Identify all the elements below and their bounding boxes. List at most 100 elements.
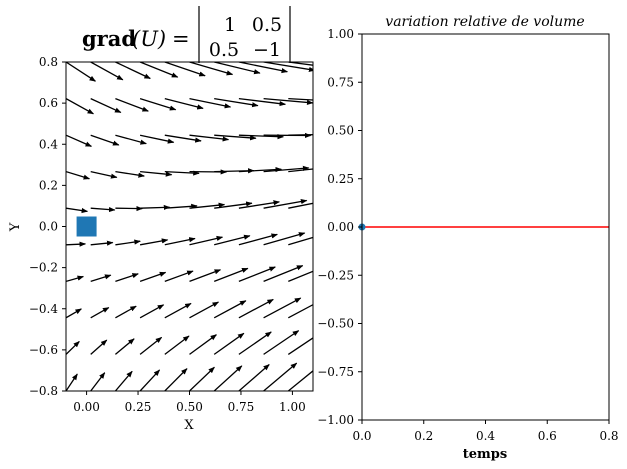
quiver-arrow [214, 62, 261, 75]
quiver-arrow [213, 332, 245, 355]
y-tick-label: −1.00 [317, 413, 354, 427]
y-tick-label: 0.25 [327, 172, 354, 186]
quiver-arrow [189, 366, 215, 391]
quiver-arrow [214, 234, 251, 246]
quiver-arrow [139, 336, 163, 355]
quiver-arrow [263, 330, 300, 355]
left-xlabel: X [184, 418, 194, 433]
quiver-arrow [115, 239, 141, 246]
left-axes-frame [65, 61, 314, 392]
x-tick-label: 0.0 [352, 429, 371, 443]
quiver-arrow [214, 134, 257, 141]
quiver-arrow [115, 97, 149, 112]
quiver-arrow [90, 339, 108, 355]
quiver-arrow [139, 304, 165, 319]
quiver-arrow [238, 364, 270, 391]
quiver-arrow [238, 200, 280, 209]
quiver-arrow [140, 170, 173, 177]
title-eq: = [172, 27, 190, 51]
x-tick-label: 0.4 [476, 429, 495, 443]
quiver-arrow [90, 372, 106, 391]
quiver-arrow [288, 270, 313, 283]
quiver-arrow [214, 97, 259, 108]
right-axis-ticks: 0.0 0.2 0.4 0.6 0.8 1.00 0.75 0.50 0.25 0.00 −0.25… [317, 27, 618, 443]
left-axis-ticks: 0.00 0.25 0.50 0.75 1.00 0.8 0.6 0.4 0.2 0.0 −0.2 −… [29, 55, 306, 414]
quiver-arrow [90, 274, 112, 283]
quiver-arrow [213, 365, 243, 391]
quiver-arrow [263, 62, 313, 72]
quiver-arrow [66, 241, 87, 247]
quiver-arrow [189, 202, 226, 209]
quiver-arrow [263, 297, 302, 319]
y-tick-label: 0.8 [39, 55, 58, 69]
quiver-arrow [288, 134, 313, 136]
matrix-a22: −1 [253, 39, 281, 61]
quiver-arrow [287, 370, 313, 391]
quiver-arrow [288, 202, 313, 209]
quiver-arrow [312, 98, 313, 100]
quiver-arrow [139, 62, 179, 78]
right-title: variation relative de volume [385, 14, 584, 30]
quiver-arrow [288, 62, 313, 66]
quiver-arrow [164, 97, 204, 110]
quiver-arrow [66, 275, 84, 283]
quiver-arrow [312, 207, 313, 209]
quiver-field [66, 62, 313, 391]
quiver-arrow [238, 266, 276, 283]
quiver-arrow [164, 170, 200, 176]
matrix-a12: 0.5 [252, 14, 282, 36]
quiver-arrow [312, 62, 313, 63]
quiver-arrow [263, 165, 310, 173]
y-tick-label: 0.2 [39, 178, 58, 192]
quiver-arrow [90, 98, 122, 114]
quiver-arrow [238, 97, 286, 107]
quiver-arrow [90, 134, 120, 146]
x-tick-label: 0.50 [176, 400, 203, 414]
quiver-arrow [164, 62, 206, 77]
matrix-a21: 0.5 [209, 39, 239, 61]
quiver-arrow [238, 298, 274, 319]
right-xlabel: temps [463, 447, 507, 462]
quiver-arrow [164, 335, 190, 355]
quiver-arrow [238, 233, 278, 246]
y-tick-label: −0.6 [29, 343, 58, 357]
x-tick-label: 0.00 [73, 400, 100, 414]
quiver-arrow [115, 273, 139, 283]
quiver-arrow [164, 368, 188, 391]
quiver-arrow [238, 62, 288, 74]
quiver-arrow [263, 265, 304, 283]
x-tick-label: 0.2 [414, 429, 433, 443]
x-tick-label: 0.6 [538, 429, 557, 443]
quiver-arrow [189, 97, 232, 109]
quiver-arrow [214, 201, 253, 209]
quiver-arrow [114, 370, 133, 391]
quiver-arrow [164, 134, 202, 143]
y-tick-label: −0.25 [317, 268, 354, 282]
quiver-arrow [139, 238, 169, 246]
quiver-arrow [139, 97, 177, 111]
quiver-arrow [288, 236, 313, 246]
y-tick-label: −0.50 [317, 317, 354, 331]
y-tick-label: 0.50 [327, 124, 354, 138]
title-grad: grad [82, 26, 136, 51]
y-tick-label: 0.75 [327, 75, 354, 89]
title-arg: (U) [132, 27, 166, 51]
quiver-arrow [213, 267, 249, 283]
quiver-arrow [114, 338, 135, 355]
x-tick-label: 0.25 [125, 400, 152, 414]
y-tick-label: −0.8 [29, 384, 58, 398]
x-tick-label: 0.8 [599, 429, 618, 443]
x-tick-label: 1.00 [279, 400, 306, 414]
quiver-arrow [189, 134, 230, 142]
quiver-arrow [66, 207, 89, 214]
left-title: grad (U) = 1 0.5 0.5 −1 [82, 6, 291, 63]
quiver-arrow [66, 170, 91, 180]
quiver-arrow [213, 300, 247, 319]
origin-square-marker [76, 216, 97, 237]
quiver-arrow [139, 134, 175, 144]
quiver-arrow [115, 134, 147, 145]
quiver-arrow [312, 353, 313, 355]
quiver-arrow [164, 237, 196, 246]
y-tick-label: 0.6 [39, 96, 58, 110]
